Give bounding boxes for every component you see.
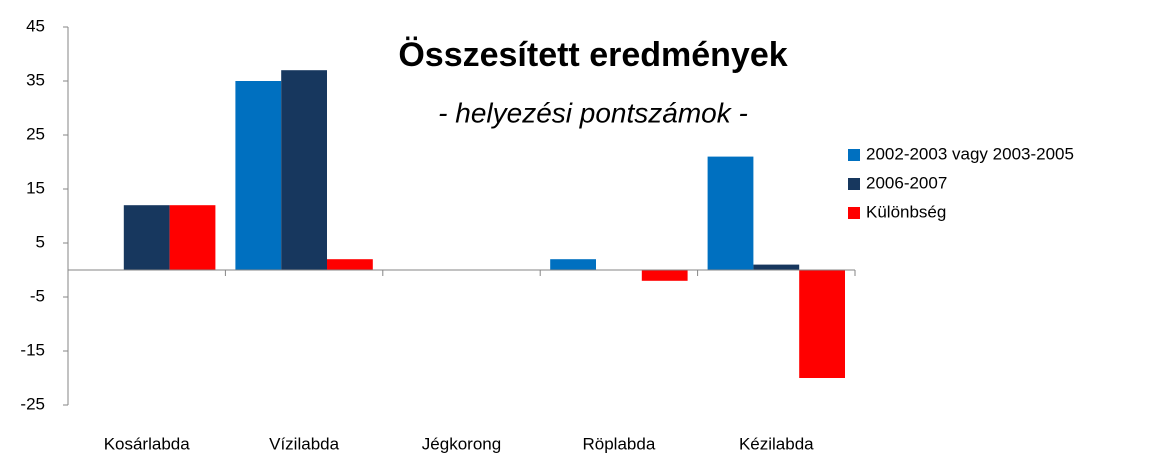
bar (550, 259, 596, 270)
y-tick-label: 35 (26, 70, 45, 89)
bar (169, 205, 216, 270)
y-tick-label: -25 (20, 394, 45, 413)
legend-label: Különbség (866, 202, 946, 221)
legend-swatch (848, 207, 860, 219)
legend-label: 2002-2003 vagy 2003-2005 (866, 144, 1074, 163)
y-tick-label: -5 (30, 286, 45, 305)
x-tick-label: Kézilabda (739, 434, 814, 453)
x-tick-label: Vízilabda (269, 434, 339, 453)
bar (641, 270, 688, 281)
bar (327, 259, 373, 270)
x-tick-label: Röplabda (583, 434, 656, 453)
y-tick-label: -15 (20, 340, 45, 359)
legend-label: 2006-2007 (866, 173, 947, 192)
bar (753, 264, 800, 270)
chart-title: Összesített eredmények (398, 36, 787, 74)
bar (707, 156, 754, 270)
bar (281, 70, 327, 270)
legend-swatch (848, 178, 860, 190)
y-tick-label: 45 (26, 16, 45, 35)
y-tick-label: 25 (26, 124, 45, 143)
x-tick-label: Jégkorong (422, 434, 501, 453)
bar (123, 205, 170, 270)
x-tick-label: Kosárlabda (104, 434, 191, 453)
legend-swatch (848, 149, 860, 161)
y-tick-label: 5 (36, 232, 45, 251)
y-tick-label: 15 (26, 178, 45, 197)
bar (799, 270, 845, 378)
chart-subtitle: - helyezési pontszámok - (438, 97, 748, 128)
bar (235, 81, 282, 270)
